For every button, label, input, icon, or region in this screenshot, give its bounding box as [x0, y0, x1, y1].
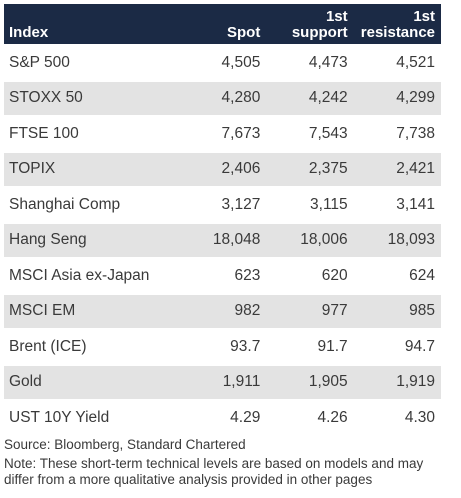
index-cell: FTSE 100: [4, 115, 179, 152]
table-row: S&P 500 4,505 4,473 4,521: [4, 44, 441, 81]
resistance-cell: 3,141: [353, 186, 441, 223]
resistance-cell: 18,093: [353, 221, 441, 258]
spot-cell: 623: [179, 257, 267, 294]
table-row: TOPIX 2,406 2,375 2,421: [4, 150, 441, 187]
spot-cell: 18,048: [179, 221, 267, 258]
support-cell: 7,543: [266, 115, 354, 152]
header-support-line2: support: [291, 24, 348, 41]
support-cell: 620: [266, 257, 354, 294]
support-cell: 2,375: [266, 150, 354, 187]
spot-cell: 4.29: [179, 399, 267, 436]
footnotes: Source: Bloomberg, Standard Chartered No…: [4, 437, 454, 488]
table-row: MSCI Asia ex-Japan 623 620 624: [4, 257, 441, 294]
table-header: Index Spot 1st support 1st resistance: [4, 4, 441, 45]
support-cell: 3,115: [266, 186, 354, 223]
table-row: Shanghai Comp 3,127 3,115 3,141: [4, 186, 441, 223]
header-resistance: 1st resistance: [354, 4, 441, 45]
header-resistance-line1: 1st: [413, 8, 435, 25]
support-cell: 18,006: [266, 221, 354, 258]
header-support: 1st support: [266, 4, 353, 45]
index-cell: Hang Seng: [4, 221, 179, 258]
table-row: FTSE 100 7,673 7,543 7,738: [4, 115, 441, 152]
index-cell: Brent (ICE): [4, 328, 179, 365]
index-cell: STOXX 50: [4, 79, 179, 116]
index-cell: MSCI EM: [4, 292, 179, 329]
table-row: Brent (ICE) 93.7 91.7 94.7: [4, 328, 441, 365]
resistance-cell: 2,421: [353, 150, 441, 187]
table-row: MSCI EM 982 977 985: [4, 292, 441, 329]
spot-cell: 4,280: [179, 79, 267, 116]
support-cell: 91.7: [266, 328, 354, 365]
resistance-cell: 4,521: [353, 44, 441, 81]
header-spot: Spot: [179, 4, 266, 45]
header-index: Index: [4, 4, 179, 45]
spot-cell: 1,911: [179, 363, 267, 400]
spot-cell: 4,505: [179, 44, 267, 81]
table-row: UST 10Y Yield 4.29 4.26 4.30: [4, 399, 441, 436]
header-resistance-line2: resistance: [360, 24, 435, 41]
index-cell: Gold: [4, 363, 179, 400]
spot-cell: 93.7: [179, 328, 267, 365]
index-cell: MSCI Asia ex-Japan: [4, 257, 179, 294]
source-note: Source: Bloomberg, Standard Chartered: [4, 437, 246, 452]
table-row: STOXX 50 4,280 4,242 4,299: [4, 79, 441, 116]
disclaimer-note-line2: differ from a more qualitative analysis …: [4, 472, 373, 487]
resistance-cell: 4.30: [353, 399, 441, 436]
spot-cell: 7,673: [179, 115, 267, 152]
support-cell: 4,473: [266, 44, 354, 81]
table-row: Gold 1,911 1,905 1,919: [4, 363, 441, 400]
resistance-cell: 624: [353, 257, 441, 294]
index-cell: Shanghai Comp: [4, 186, 179, 223]
header-spot-label: Spot: [227, 24, 261, 41]
support-cell: 977: [266, 292, 354, 329]
disclaimer-note-line1: Note: These short-term technical levels …: [4, 456, 424, 471]
index-cell: S&P 500: [4, 44, 179, 81]
support-cell: 4.26: [266, 399, 354, 436]
resistance-cell: 4,299: [353, 79, 441, 116]
header-row: Index Spot 1st support 1st resistance: [4, 4, 441, 45]
header-support-line1: 1st: [325, 8, 348, 25]
resistance-cell: 7,738: [353, 115, 441, 152]
spot-cell: 3,127: [179, 186, 267, 223]
resistance-cell: 94.7: [353, 328, 441, 365]
support-cell: 4,242: [266, 79, 354, 116]
resistance-cell: 1,919: [353, 363, 441, 400]
technical-levels-table-container: Index Spot 1st support 1st resistance S&P …: [4, 4, 441, 436]
spot-cell: 2,406: [179, 150, 267, 187]
resistance-cell: 985: [353, 292, 441, 329]
spot-cell: 982: [179, 292, 267, 329]
table-row: Hang Seng 18,048 18,006 18,093: [4, 221, 441, 258]
technical-levels-table: Index Spot 1st support 1st resistance S&P …: [4, 4, 441, 436]
index-cell: TOPIX: [4, 150, 179, 187]
header-index-label: Index: [9, 24, 49, 41]
table-body: S&P 500 4,505 4,473 4,521 STOXX 50 4,280 4,242…: [4, 44, 441, 436]
support-cell: 1,905: [266, 363, 354, 400]
index-cell: UST 10Y Yield: [4, 399, 179, 436]
